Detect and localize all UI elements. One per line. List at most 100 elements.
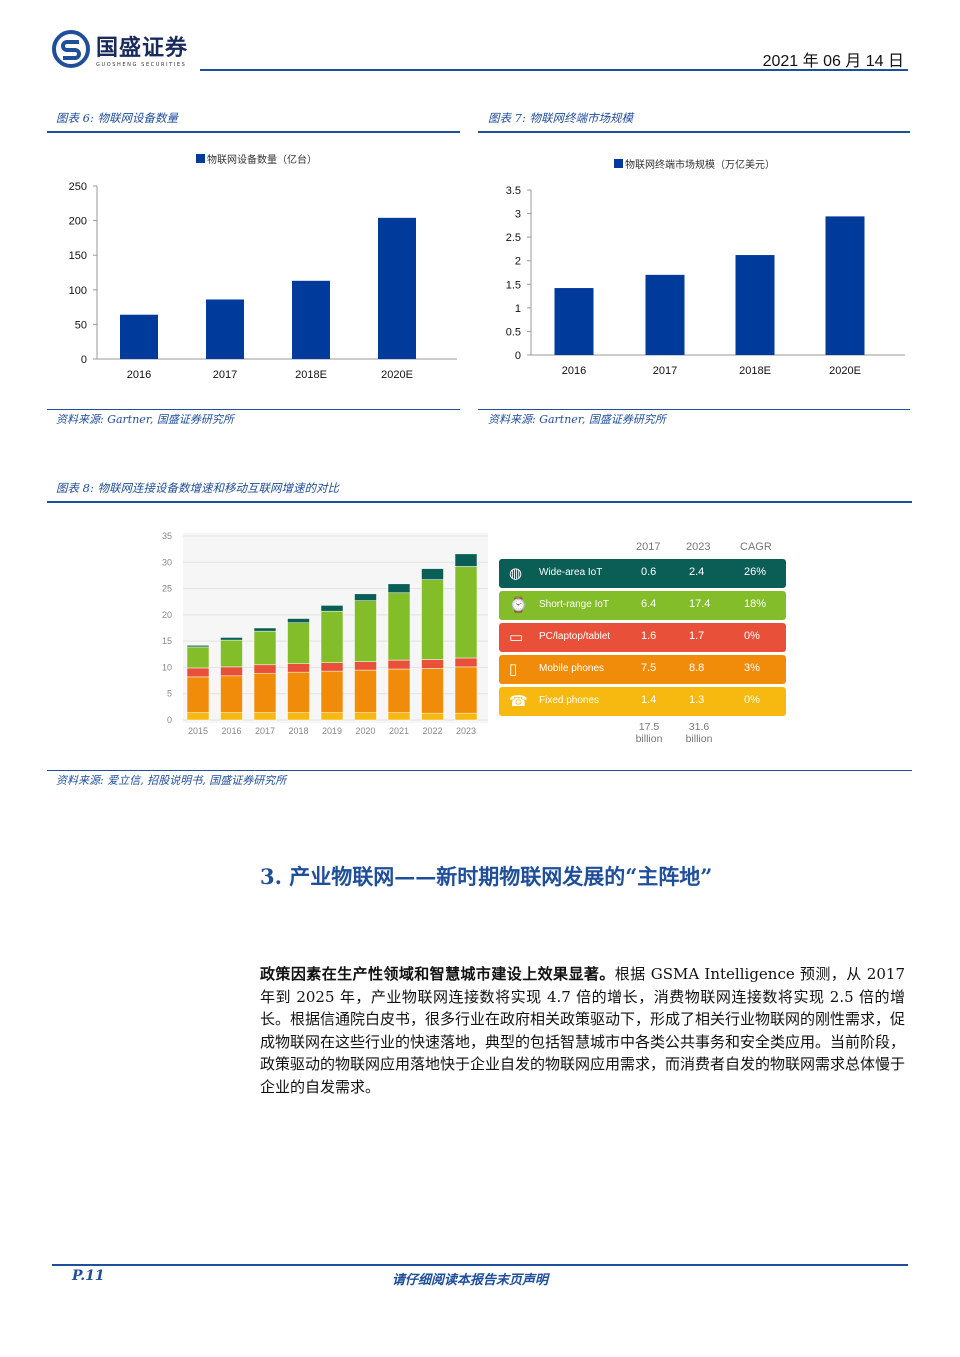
stack-segment-2018-4 [287,618,310,623]
x-tick-label: 2020 [355,726,375,736]
x-tick-label: 2020E [381,369,413,381]
stack-segment-2016-4 [220,637,243,641]
smartwatch-icon: ⌚ [509,597,528,614]
fig7-chart: 0 0.5 1 1.5 2 2.5 3 3.5 2016 2017 2018E 2020E [506,185,905,377]
stack-segment-2021-0 [387,712,411,721]
stack-segment-2022-3 [421,579,444,660]
fixed-phone-icon: ☎ [509,693,528,710]
fig7-rule [478,131,910,133]
header-2023: 2023 [686,541,711,553]
fig6-chart: 0 50 100 150 200 250 2016 2017 2018E 2020E [69,181,457,381]
row-cagr: 3% [744,662,760,674]
stack-segment-2015-0 [186,712,210,721]
stack-segment-2020-0 [354,712,377,721]
y-tick-label: 2 [515,256,521,268]
x-tick-label: 2015 [188,726,208,736]
y-tick-label: 250 [69,181,87,193]
stack-segment-2022-1 [421,668,444,714]
stack-segment-2018-0 [287,712,310,721]
fig8-title: 图表 8: 物联网连接设备数增速和移动互联网增速的对比 [56,481,339,495]
logo-text-en: GUOSHENG SECURITIES [96,62,187,68]
stack-segment-2015-4 [186,645,210,648]
fig6-rule [47,131,460,133]
x-tick-label: 2017 [653,365,677,377]
bar-2018E [735,255,775,355]
page-number: P.11 [72,1268,105,1284]
y-tick-label: 3.5 [506,185,521,197]
stack-segment-2023-0 [454,712,478,721]
header-rule [200,69,908,71]
x-tick-label: 2021 [389,726,409,736]
legend-label: 物联网终端市场规模（万亿美元） [625,160,775,171]
logo-mark-icon [52,30,90,68]
report-date: 2021 年 06 月 14 日 [762,53,904,70]
row-cagr: 0% [744,694,760,706]
x-tick-label: 2023 [456,726,476,736]
table-header: 2017 2023 CAGR [499,541,786,559]
row-label: PC/laptop/tablet [539,631,611,642]
paragraph-lead: 政策因素在生产性领域和智慧城市建设上效果显著。 [260,965,615,983]
row-cagr: 0% [744,630,760,642]
row-label: Wide-area IoT [539,567,603,578]
row-2017: 6.4 [641,598,657,610]
y-tick-label: 35 [162,531,172,541]
row-2023: 1.3 [689,694,705,706]
x-tick-label: 2016 [127,369,151,381]
total-2023: 31.6 billion [679,721,719,745]
total-2017: 17.5 billion [629,721,669,745]
stack-segment-2023-1 [454,666,478,714]
total-value: 17.5 [638,721,660,733]
stack-segment-2015-3 [186,646,210,669]
row-label: Mobile phones [539,663,605,674]
table-row: ☎ Fixed phones 1.4 1.3 0% [499,687,786,716]
stack-segment-2023-4 [454,553,478,567]
stack-segment-2023-2 [454,657,478,668]
bar-2016 [120,314,158,359]
y-tick-label: 3 [515,209,521,221]
y-tick-label: 5 [167,689,172,699]
row-2017: 1.6 [641,630,657,642]
stack-segment-2016-2 [220,666,243,677]
stack-segment-2021-3 [387,592,411,661]
y-tick-label: 50 [75,319,87,331]
fig6-source: 资料来源: Gartner, 国盛证券研究所 [56,413,234,426]
row-2023: 8.8 [689,662,705,674]
x-tick-label: 2016 [221,726,241,736]
bar-2020E [378,217,416,359]
table-row: ◍ Wide-area IoT 0.6 2.4 26% [499,559,786,588]
x-tick-label: 2017 [255,726,275,736]
y-tick-label: 0 [515,350,521,362]
header-2017: 2017 [636,541,661,553]
fig7-legend: 物联网终端市场规模（万亿美元） [614,156,775,171]
total-value: 31.6 [688,721,710,733]
row-2023: 2.4 [689,566,705,578]
logo-text-cn: 国盛证券 [96,35,189,61]
x-tick-label: 2020E [829,365,861,377]
x-tick-label: 2019 [322,726,342,736]
x-tick-label: 2018E [295,369,327,381]
stack-segment-2019-0 [320,712,344,721]
row-2017: 1.4 [641,694,657,706]
footer-rule [52,1264,908,1266]
y-tick-label: 10 [162,662,172,672]
row-2017: 0.6 [641,566,657,578]
stack-segment-2021-2 [387,659,411,670]
total-unit: billion [635,733,663,745]
x-tick-label: 2018E [739,365,771,377]
row-cagr: 18% [744,598,767,610]
y-tick-label: 25 [162,584,172,594]
stack-segment-2020-3 [354,600,377,662]
y-tick-label: 0.5 [506,326,521,338]
table-row: ⌚ Short-range IoT 6.4 17.4 18% [499,591,786,620]
table-row: ▭ PC/laptop/tablet 1.6 1.7 0% [499,623,786,652]
x-tick-label: 2017 [213,369,237,381]
fig6-legend: 物联网设备数量（亿台） [196,151,317,166]
stack-segment-2021-1 [387,668,411,713]
row-2023: 1.7 [689,630,705,642]
row-2017: 7.5 [641,662,657,674]
y-tick-label: 100 [69,285,87,297]
stack-segment-2022-0 [421,712,444,721]
legend-swatch [614,159,623,168]
y-tick-label: 150 [69,250,87,262]
stack-segment-2020-2 [354,661,377,671]
